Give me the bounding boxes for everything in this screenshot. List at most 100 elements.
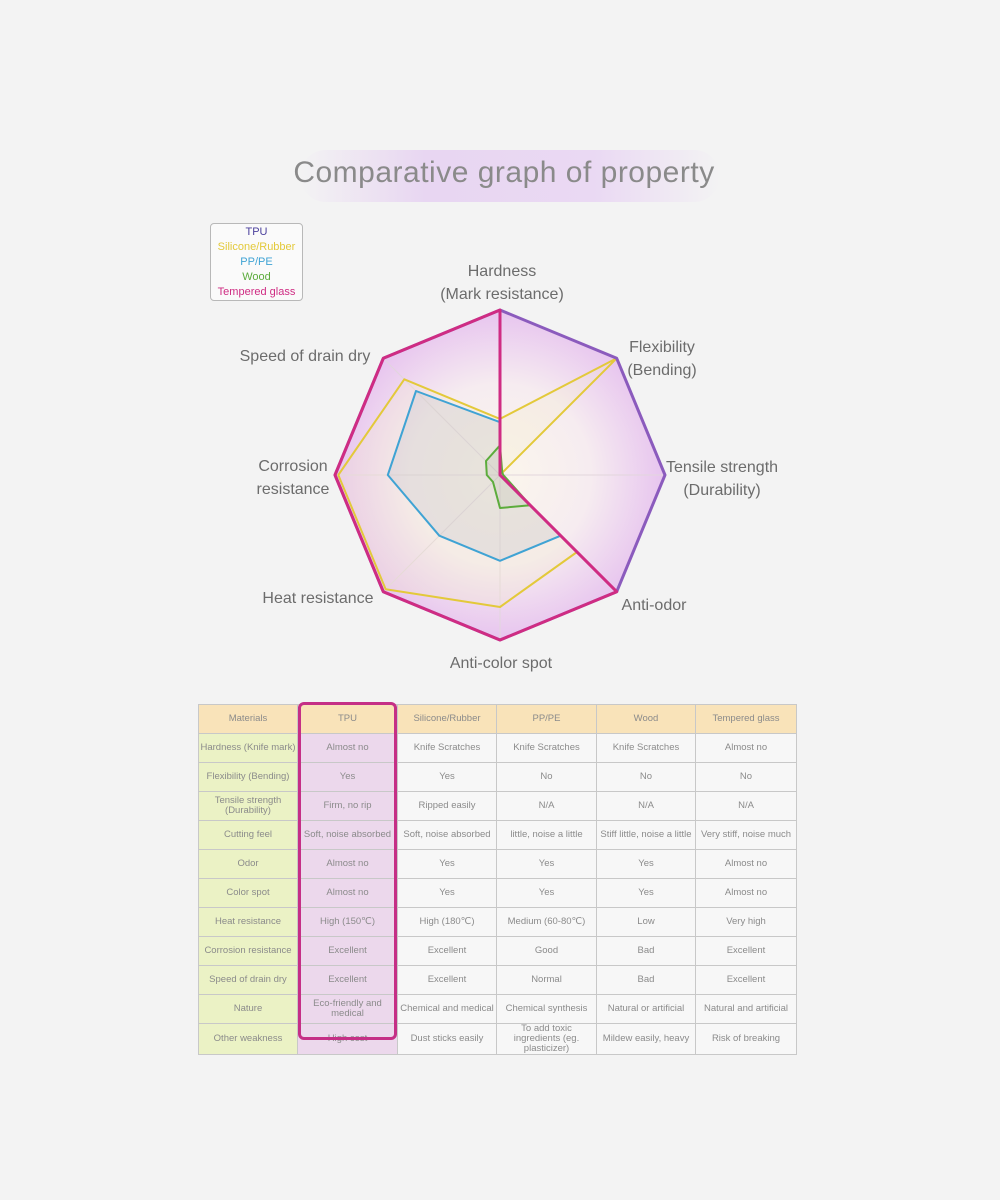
table-cell: Low	[596, 907, 696, 937]
table-cell: High cost	[297, 1023, 398, 1055]
legend-item: Wood	[242, 271, 271, 283]
axis-label: Anti-color spot	[450, 655, 553, 672]
table-cell: Dust sticks easily	[397, 1023, 497, 1055]
table-cell: Soft, noise absorbed	[397, 820, 497, 850]
table-cell: Chemical and medical	[397, 994, 497, 1024]
radar-spoke	[382, 357, 501, 476]
table-cell: Bad	[596, 965, 696, 995]
table-cell: Yes	[596, 878, 696, 908]
row-label-cell: Flexibility (Bending)	[198, 762, 298, 792]
table-cell: Excellent	[397, 965, 497, 995]
row-label-cell: Tensile strength (Durability)	[198, 791, 298, 821]
axis-label: Speed of drain dry	[240, 348, 371, 365]
table-cell: Knife Scratches	[596, 733, 696, 763]
table-cell: little, noise a little	[496, 820, 597, 850]
table-cell: Ripped easily	[397, 791, 497, 821]
table-row: Tensile strength (Durability) Firm, no ri…	[198, 791, 797, 821]
axis-label: Anti-odor	[622, 597, 688, 614]
radar-spoke	[382, 474, 501, 593]
table-cell: Very high	[695, 907, 797, 937]
radar-series-silicone-rubber	[337, 357, 618, 608]
axis-label-line: (Durability)	[683, 482, 760, 499]
legend-item: Silicone/Rubber	[217, 241, 296, 253]
axis-label-line: Anti-color spot	[450, 655, 553, 672]
table-cell: Very stiff, noise much	[695, 820, 797, 850]
table-cell: Chemical synthesis	[496, 994, 597, 1024]
legend-item: TPU	[245, 226, 268, 238]
table-cell: Almost no	[695, 733, 797, 763]
table-cell: Soft, noise absorbed	[297, 820, 398, 850]
table-cell: Almost no	[297, 878, 398, 908]
legend-item: Tempered glass	[217, 286, 296, 298]
table-cell: To add toxic ingredients (eg. plasticize…	[496, 1023, 597, 1055]
comparison-table: Materials TPU Silicone/Rubber PP/PE Wood Temp…	[198, 704, 797, 1055]
table-cell: N/A	[695, 791, 797, 821]
table-cell: N/A	[596, 791, 696, 821]
table-header-cell: Materials	[198, 704, 298, 734]
table-header-cell: TPU	[297, 704, 398, 734]
table-cell: Yes	[496, 878, 597, 908]
axis-label-line: Corrosion	[258, 458, 327, 475]
table-row: Hardness (Knife mark) Almost no Knife Scra…	[198, 733, 797, 763]
table-cell: Eco-friendly and medical	[297, 994, 398, 1024]
table-cell: Yes	[397, 849, 497, 879]
table-cell: Knife Scratches	[397, 733, 497, 763]
table-cell: Excellent	[297, 936, 398, 966]
table-header-row: Materials TPU Silicone/Rubber PP/PE Wood Temp…	[198, 704, 797, 734]
axis-label-line: Anti-odor	[622, 597, 688, 614]
page-title: Comparative graph of property	[293, 156, 715, 189]
table-header-cell: Silicone/Rubber	[397, 704, 497, 734]
axis-label-line: (Bending)	[627, 362, 696, 379]
table-cell: Stiff little, noise a little	[596, 820, 696, 850]
axis-label: Tensile strength (Durability)	[666, 459, 778, 499]
table-row: Cutting feel Soft, noise absorbed Soft, no…	[198, 820, 797, 850]
row-label-cell: Hardness (Knife mark)	[198, 733, 298, 763]
table-row: Color spot Almost no Yes Yes Yes Almost no	[198, 878, 797, 908]
table-cell: Almost no	[297, 849, 398, 879]
table-cell: N/A	[496, 791, 597, 821]
table-row: Odor Almost no Yes Yes Yes Almost no	[198, 849, 797, 879]
table-cell: Mildew easily, heavy	[596, 1023, 696, 1055]
table-row: Other weakness High cost Dust sticks easil…	[198, 1023, 797, 1055]
row-label-cell: Odor	[198, 849, 298, 879]
table-cell: Yes	[297, 762, 398, 792]
axis-label: Flexibility (Bending)	[627, 339, 696, 379]
table-cell: Medium (60-80℃)	[496, 907, 597, 937]
table-cell: Excellent	[695, 936, 797, 966]
table-cell: Knife Scratches	[496, 733, 597, 763]
legend-item: PP/PE	[240, 256, 273, 268]
row-label-cell: Color spot	[198, 878, 298, 908]
table-cell: Natural and artificial	[695, 994, 797, 1024]
axis-label: Corrosion resistance	[257, 458, 330, 498]
table-cell: Yes	[397, 878, 497, 908]
axis-label: Hardness (Mark resistance)	[440, 263, 564, 303]
table-cell: Normal	[496, 965, 597, 995]
table-cell: High (150℃)	[297, 907, 398, 937]
table-cell: High (180℃)	[397, 907, 497, 937]
table-cell: Firm, no rip	[297, 791, 398, 821]
row-label-cell: Cutting feel	[198, 820, 298, 850]
table-cell: No	[496, 762, 597, 792]
table-cell: Natural or artificial	[596, 994, 696, 1024]
table-row: Speed of drain dry Excellent Excellent Norm…	[198, 965, 797, 995]
axis-label-line: Speed of drain dry	[240, 348, 371, 365]
axis-label: Heat resistance	[262, 590, 373, 607]
row-label-cell: Speed of drain dry	[198, 965, 298, 995]
table-cell: No	[596, 762, 696, 792]
axis-label-line: Tensile strength	[666, 459, 778, 476]
table-cell: Almost no	[695, 849, 797, 879]
table-cell: Almost no	[695, 878, 797, 908]
table-cell: Excellent	[297, 965, 398, 995]
table-cell: Yes	[397, 762, 497, 792]
axis-label-line: Hardness	[468, 263, 536, 280]
table-row: Nature Eco-friendly and medical Chemical a…	[198, 994, 797, 1024]
table-cell: Yes	[596, 849, 696, 879]
table-row: Flexibility (Bending) Yes Yes No No No	[198, 762, 797, 792]
radar-series-wood	[485, 444, 532, 509]
row-label-cell: Heat resistance	[198, 907, 298, 937]
chart-legend: TPU Silicone/Rubber PP/PE Wood Tempered glas…	[210, 223, 303, 301]
axis-label-line: resistance	[257, 481, 330, 498]
table-cell: Almost no	[297, 733, 398, 763]
row-label-cell: Nature	[198, 994, 298, 1024]
table-header-cell: Wood	[596, 704, 696, 734]
